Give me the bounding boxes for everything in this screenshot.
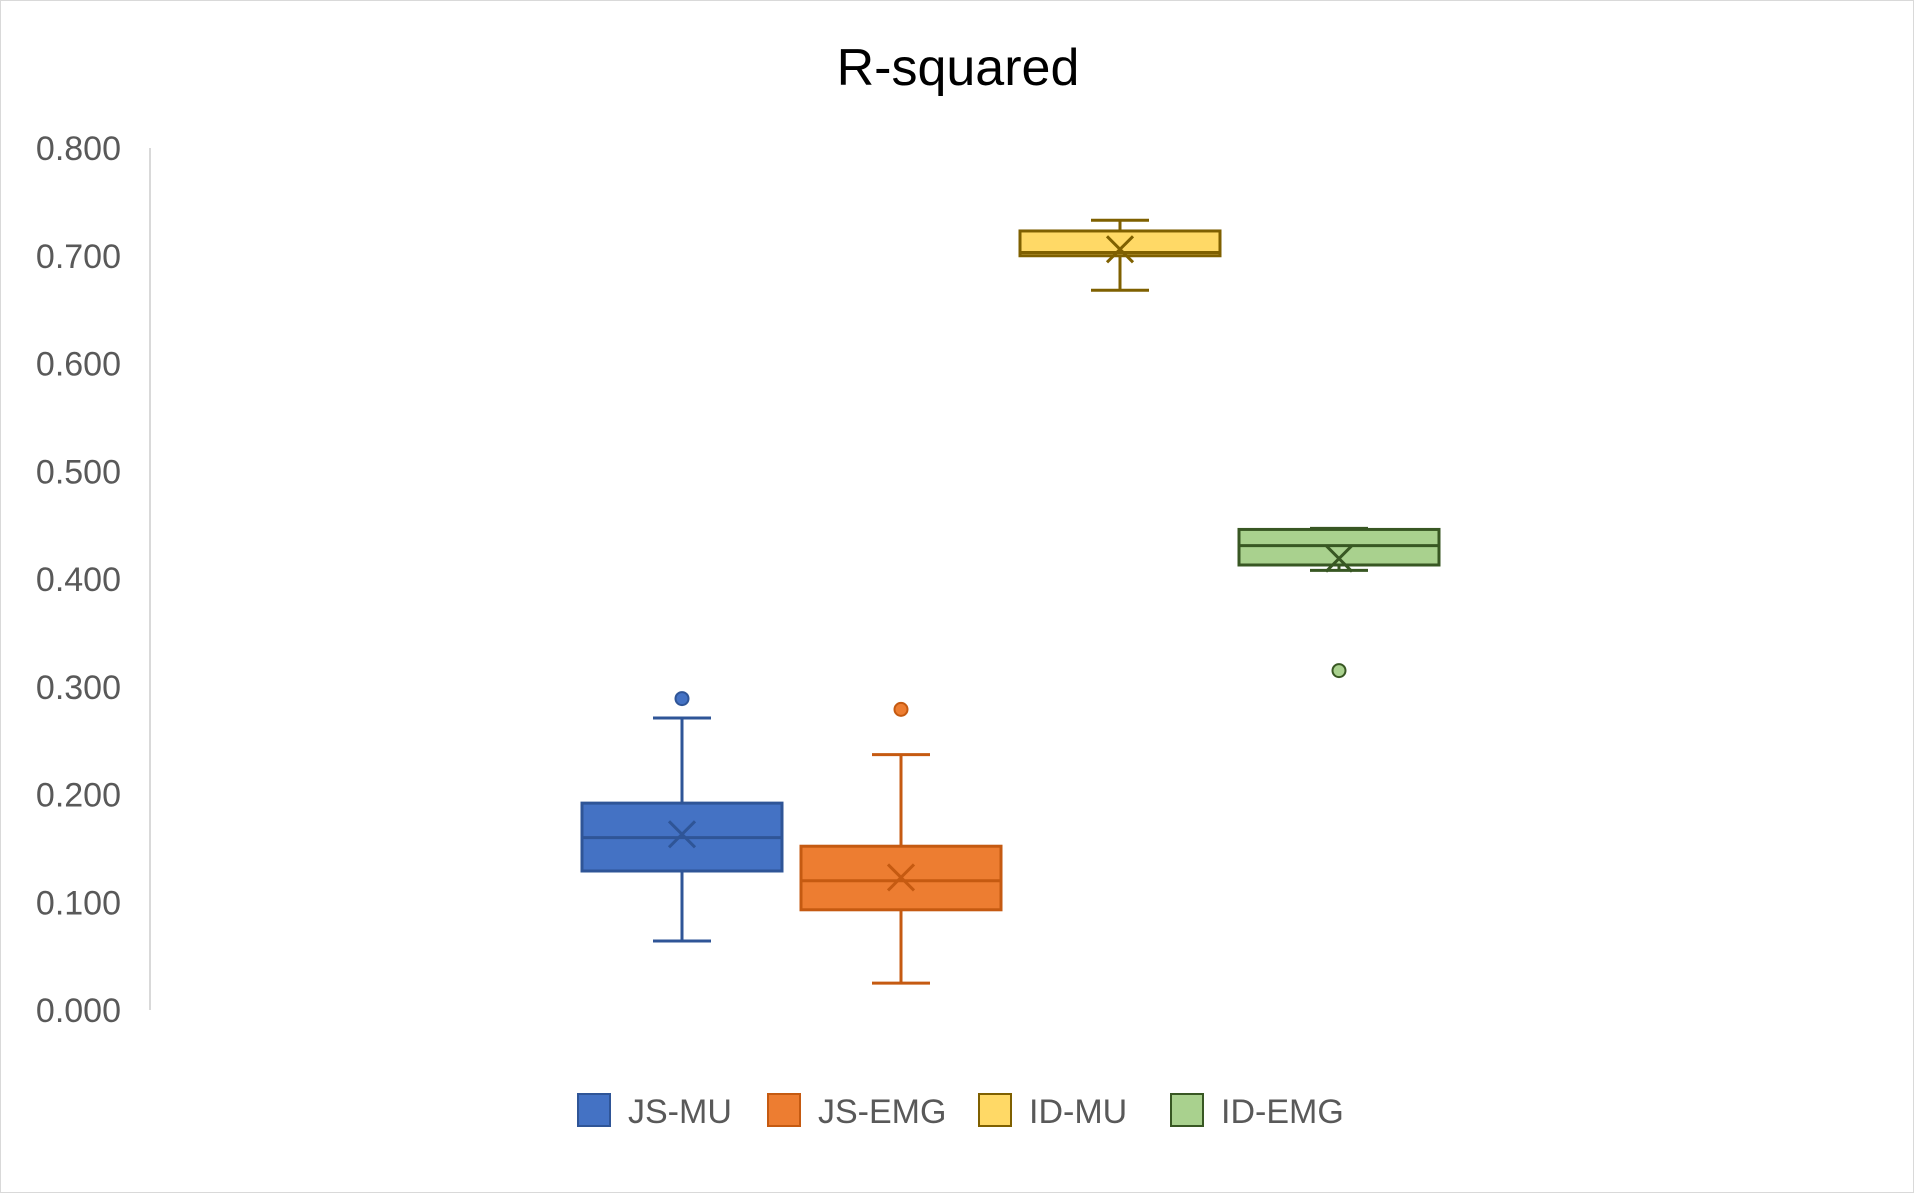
legend-swatch bbox=[1170, 1093, 1204, 1127]
legend-swatch bbox=[577, 1093, 611, 1127]
legend-item: ID-MU bbox=[978, 1093, 1127, 1131]
y-tick-label: 0.600 bbox=[36, 346, 121, 384]
legend-swatch bbox=[978, 1093, 1012, 1127]
y-tick-label: 0.200 bbox=[36, 777, 121, 815]
legend-label: ID-EMG bbox=[1221, 1093, 1344, 1131]
plot-area: 0.000 0.100 0.200 0.300 0.400 0.500 0.600 0.700… bbox=[36, 130, 1441, 1030]
y-tick-label: 0.000 bbox=[36, 992, 121, 1030]
y-tick-label: 0.100 bbox=[36, 884, 121, 922]
chart-title: R-squared bbox=[837, 39, 1080, 97]
legend: JS-MU JS-EMG ID-MU ID-EMG bbox=[577, 1093, 1344, 1131]
outlier-point bbox=[1331, 663, 1347, 679]
y-tick-label: 0.700 bbox=[36, 238, 121, 276]
box-group bbox=[580, 691, 784, 943]
legend-label: JS-EMG bbox=[818, 1093, 946, 1131]
y-tick-label: 0.300 bbox=[36, 669, 121, 707]
legend-swatch bbox=[767, 1093, 801, 1127]
y-tick-label: 0.400 bbox=[36, 561, 121, 599]
legend-item: JS-MU bbox=[577, 1093, 732, 1131]
outlier-point bbox=[893, 701, 909, 717]
legend-label: ID-MU bbox=[1029, 1093, 1127, 1131]
mean-marker bbox=[667, 820, 697, 849]
legend-item: ID-EMG bbox=[1170, 1093, 1344, 1131]
mean-marker bbox=[1324, 544, 1354, 573]
box-group bbox=[799, 701, 1003, 985]
outlier-point bbox=[674, 691, 690, 707]
y-tick-label: 0.800 bbox=[36, 130, 121, 168]
box-group bbox=[1237, 526, 1441, 679]
mean-marker bbox=[1105, 235, 1135, 264]
legend-label: JS-MU bbox=[628, 1093, 732, 1131]
box-group bbox=[1018, 218, 1222, 292]
legend-item: JS-EMG bbox=[767, 1093, 946, 1131]
mean-marker bbox=[886, 863, 916, 892]
y-tick-label: 0.500 bbox=[36, 453, 121, 491]
